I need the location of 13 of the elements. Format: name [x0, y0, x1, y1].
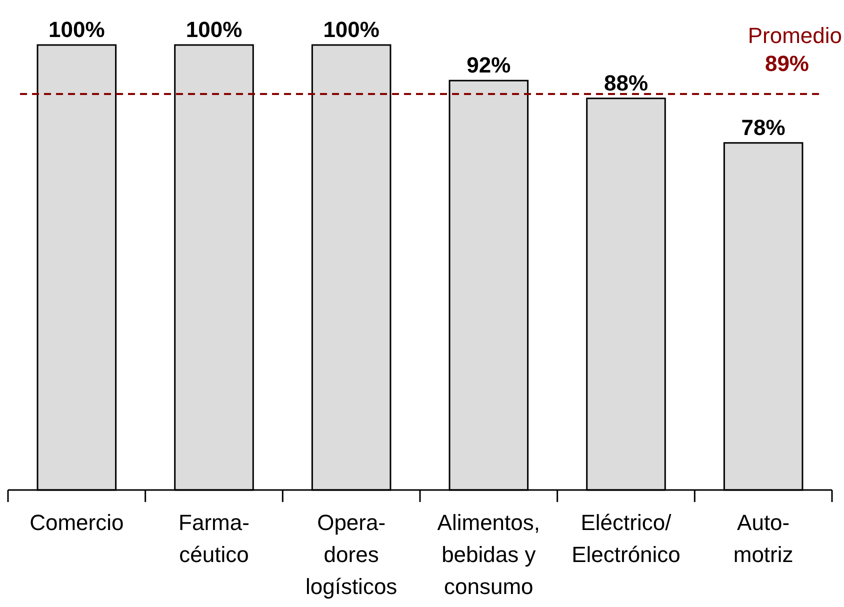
x-tick-label: Opera- dores logísticos: [305, 510, 398, 599]
x-tick-label: Auto- motriz: [733, 510, 794, 567]
data-label: 100%: [323, 17, 380, 42]
data-label: 78%: [741, 114, 786, 140]
data-label: 92%: [466, 52, 511, 78]
ref-line-label: Promedio 89%: [748, 22, 842, 76]
data-label: 88%: [604, 70, 648, 96]
x-tick-label: Comercio: [30, 510, 124, 535]
x-tick-label: Alimentos, bebidas y consumo: [437, 510, 540, 599]
data-label: 100%: [186, 17, 242, 42]
x-tick-label: Farma- céutico: [178, 510, 250, 567]
data-label: 100%: [48, 17, 105, 42]
x-tick-label: Eléctrico/ Electrónico: [572, 510, 680, 567]
